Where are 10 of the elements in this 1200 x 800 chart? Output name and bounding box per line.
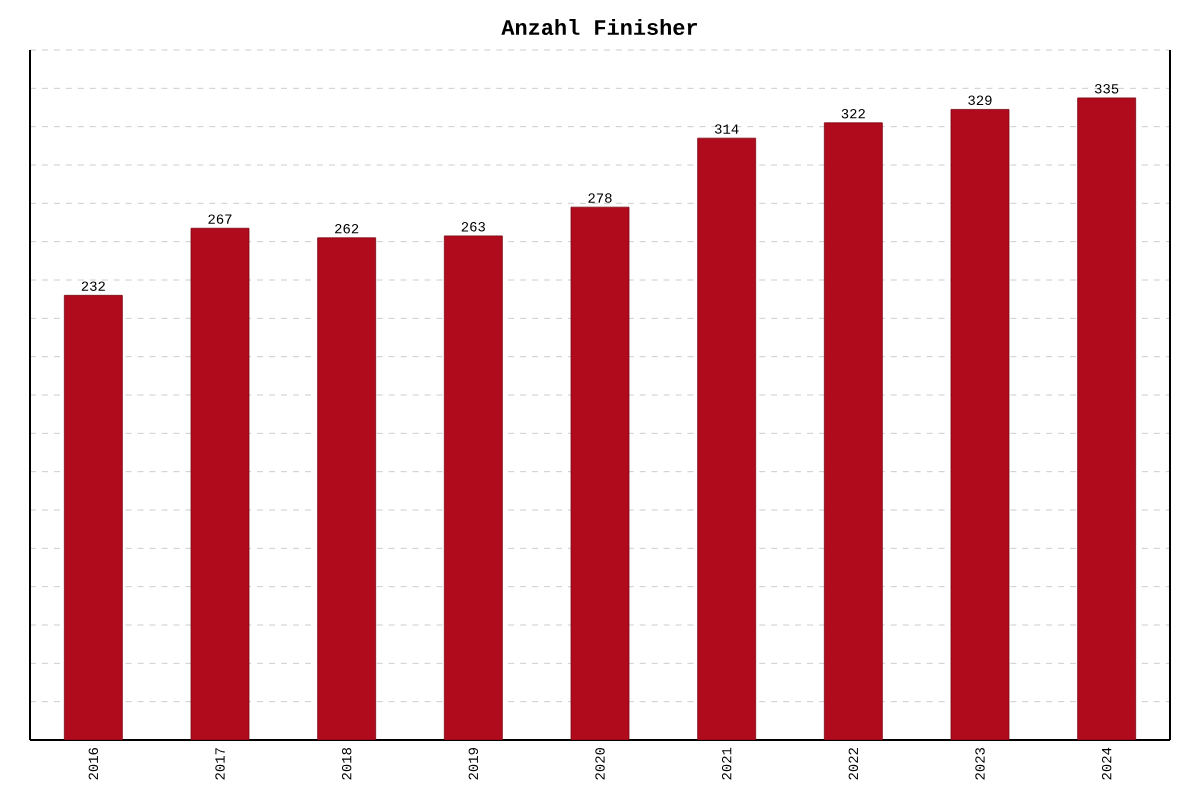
bar [823,122,883,740]
bar [317,237,377,740]
bar [697,137,757,740]
bar [950,109,1010,740]
bar [570,206,630,740]
chart-title: Anzahl Finisher [501,18,698,36]
bar [190,227,250,740]
bar [1077,97,1137,740]
bar [443,235,503,740]
bar [63,294,123,740]
